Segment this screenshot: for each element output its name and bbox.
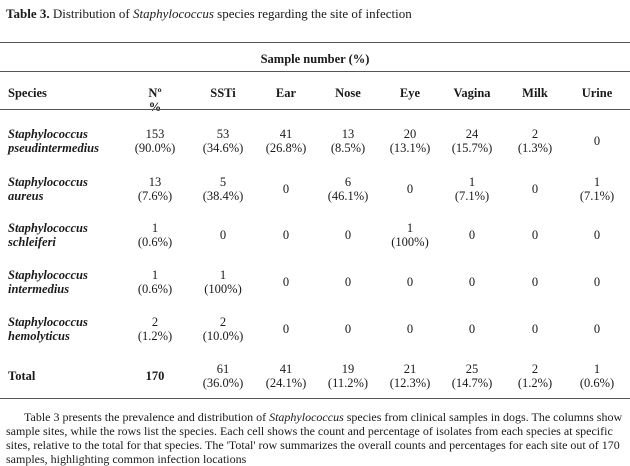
- table-caption: Table 3. Distribution of Staphylococcus …: [6, 6, 624, 22]
- table-cell: 0: [531, 228, 539, 242]
- table-cell: 0: [406, 275, 414, 289]
- table-cell: 0: [219, 228, 227, 242]
- table-cell: 0: [344, 322, 352, 336]
- column-header: SSTi: [210, 86, 236, 100]
- column-header: Urine: [581, 86, 613, 100]
- table-cell: 0: [282, 322, 290, 336]
- table-cell: 0: [344, 228, 352, 242]
- table-cell: 0: [406, 182, 414, 196]
- table-cell: 2 (1.3%): [517, 127, 553, 155]
- table-cell: 1 (7.1%): [579, 175, 615, 203]
- table-cell: 2 (10.0%): [202, 315, 244, 343]
- table-cell: 0: [406, 322, 414, 336]
- table-cell: 21 (12.3%): [389, 362, 431, 390]
- group-header: Sample number (%): [260, 52, 370, 66]
- table-footnote: Table 3 presents the prevalence and dist…: [6, 410, 626, 466]
- table-cell: 2 (1.2%): [517, 362, 553, 390]
- table-cell: 0: [593, 275, 601, 289]
- table-cell: 19 (11.2%): [327, 362, 369, 390]
- table-cell: 13 (7.6%): [137, 175, 173, 203]
- table-cell: 5 (38.4%): [202, 175, 244, 203]
- column-header: Milk: [522, 86, 548, 100]
- table-cell: 13 (8.5%): [330, 127, 366, 155]
- table-cell: 0: [468, 228, 476, 242]
- table-cell: 1 (100%): [204, 268, 242, 296]
- table-cell: 1 (100%): [391, 221, 429, 249]
- caption-genus: Staphylococcus: [133, 6, 214, 21]
- table-cell: 0: [531, 182, 539, 196]
- footnote-part1: Table 3 presents the prevalence and dist…: [24, 410, 270, 424]
- column-header: Ear: [275, 86, 297, 100]
- table-cell: 1 (0.6%): [579, 362, 615, 390]
- table-cell: 0: [531, 322, 539, 336]
- table-cell: 1 (0.6%): [137, 268, 173, 296]
- table-cell: 0: [531, 275, 539, 289]
- table-cell: 0: [593, 228, 601, 242]
- footnote-genus: Staphylococcus: [269, 410, 344, 424]
- column-header: Eye: [399, 86, 421, 100]
- table-cell: 153 (90.0%): [134, 127, 176, 155]
- table-cell: 170: [145, 369, 165, 383]
- table-cell: 0: [468, 275, 476, 289]
- species-name: Staphylococcus hemolyticus: [8, 315, 88, 343]
- table-top-rule: [0, 42, 630, 43]
- table-cell: 0: [344, 275, 352, 289]
- column-header: Vagina: [453, 86, 491, 100]
- table-cell: 1 (0.6%): [137, 221, 173, 249]
- table-cell: 0: [282, 228, 290, 242]
- header-rule: [0, 109, 630, 110]
- table-cell: 41 (24.1%): [265, 362, 307, 390]
- table-cell: 0: [593, 322, 601, 336]
- table-cell: 2 (1.2%): [137, 315, 173, 343]
- table-cell: 24 (15.7%): [451, 127, 493, 155]
- table-label: Table 3.: [6, 6, 50, 21]
- column-header: Species: [8, 86, 47, 100]
- table-cell: 25 (14.7%): [451, 362, 493, 390]
- caption-text-before: Distribution of: [49, 6, 134, 21]
- group-header-rule: [0, 71, 630, 72]
- caption-text-after: species regarding the site of infection: [213, 6, 412, 21]
- table-cell: 20 (13.1%): [389, 127, 431, 155]
- column-header: Nose: [335, 86, 361, 100]
- footnote-part2: species from clinical samples in dogs. T…: [6, 410, 623, 466]
- species-name: Staphylococcus schleiferi: [8, 221, 88, 249]
- table-cell: 0: [593, 134, 601, 148]
- table-cell: 0: [282, 275, 290, 289]
- table-cell: 0: [282, 182, 290, 196]
- total-label: Total: [8, 369, 36, 383]
- table-cell: 61 (36.0%): [202, 362, 244, 390]
- table-cell: 0: [468, 322, 476, 336]
- table-cell: 41 (26.8%): [265, 127, 307, 155]
- table-cell: 53 (34.6%): [202, 127, 244, 155]
- table-cell: 1 (7.1%): [454, 175, 490, 203]
- species-name: Staphylococcus pseudintermedius: [8, 127, 99, 155]
- table-bottom-rule: [0, 398, 630, 399]
- species-name: Staphylococcus intermedius: [8, 268, 88, 296]
- column-header: Nº%: [148, 86, 162, 114]
- table-cell: 6 (46.1%): [327, 175, 369, 203]
- species-name: Staphylococcus aureus: [8, 175, 88, 203]
